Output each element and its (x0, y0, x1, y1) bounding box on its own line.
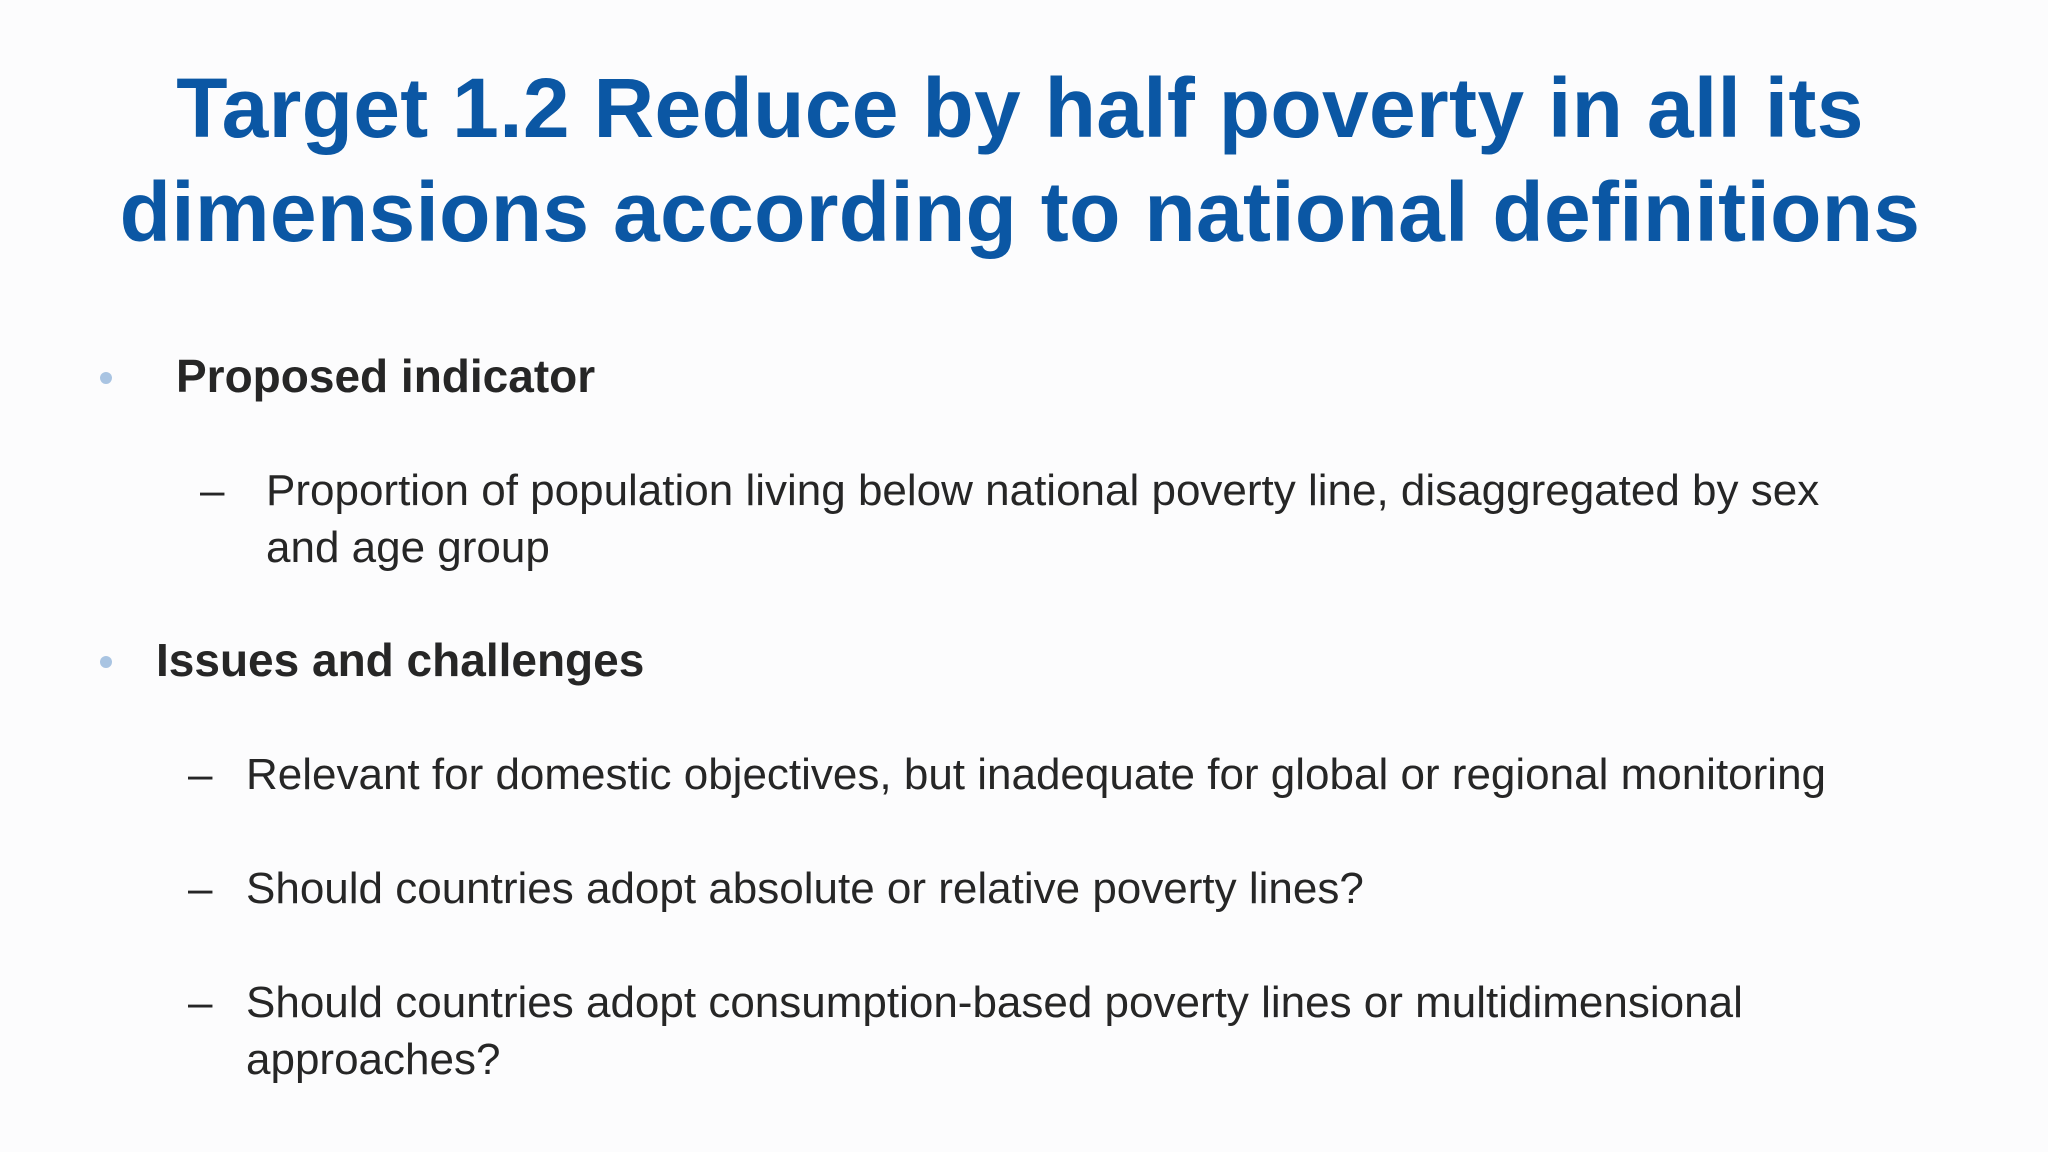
subitem-text: Relevant for domestic objectives, but in… (246, 746, 2026, 803)
slide-title-line-2: dimensions according to national definit… (119, 165, 1921, 259)
subitem-text: Should countries adopt absolute or relat… (246, 860, 2026, 917)
subitem-text: Should countries adopt consumption-based… (246, 974, 2026, 1088)
dash-icon: – (188, 978, 213, 1027)
bullet-dot-icon (100, 656, 112, 668)
bullet-label: Issues and challenges (156, 634, 645, 686)
slide-title-line-1: Target 1.2 Reduce by half poverty in all… (176, 61, 1864, 155)
bullet-dot-icon (100, 372, 112, 384)
subitem-line-1: Should countries adopt consumption-based… (246, 978, 1743, 1027)
subitem-line-1: Proportion of population living below na… (266, 466, 1820, 515)
subitem-line-2: approaches? (246, 1035, 501, 1084)
bullet-label: Proposed indicator (176, 350, 596, 402)
subitem-line-2: and age group (266, 523, 550, 572)
dash-icon: – (200, 466, 225, 515)
dash-icon: – (188, 750, 213, 799)
dash-icon: – (188, 864, 213, 913)
subitem-line-1: Should countries adopt absolute or relat… (246, 864, 1364, 913)
slide-title: Target 1.2 Reduce by half poverty in all… (40, 56, 2000, 264)
subitem-text: Proportion of population living below na… (266, 462, 2046, 576)
subitem-line-1: Relevant for domestic objectives, but in… (246, 750, 1827, 799)
